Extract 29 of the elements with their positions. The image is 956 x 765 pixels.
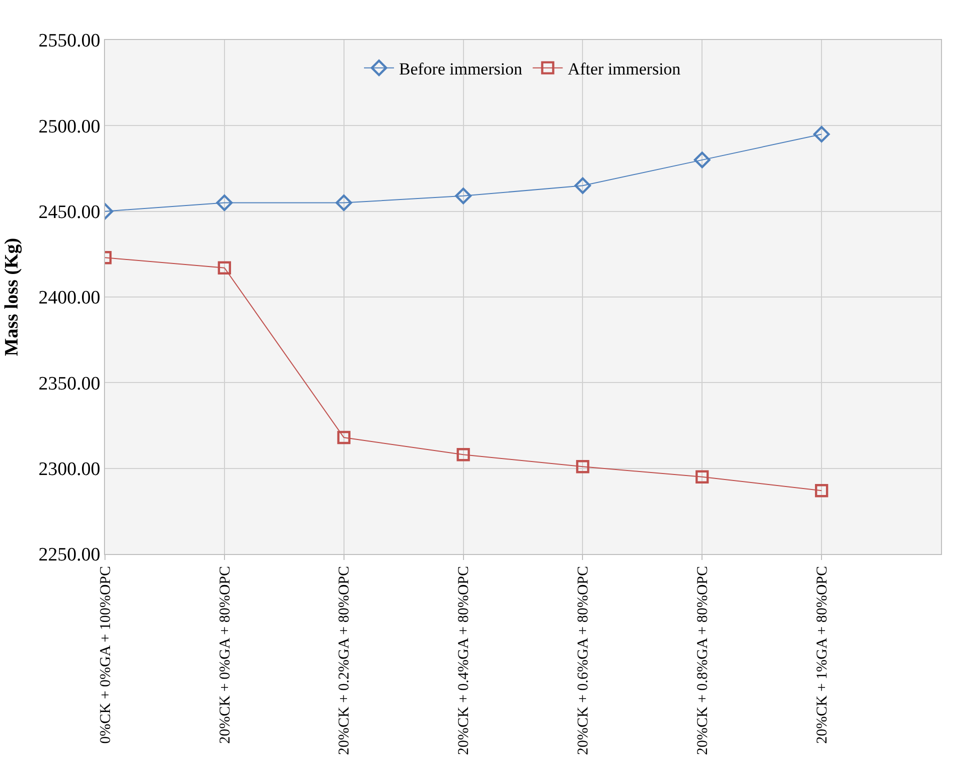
x-tick-label: 20%CK + 0.6%GA + 80%OPC — [576, 566, 592, 756]
y-tick-label: 2400.00 — [38, 288, 100, 309]
legend-label: After immersion — [568, 59, 682, 78]
point — [218, 261, 232, 274]
y-tick-label: 2500.00 — [38, 116, 100, 138]
point — [337, 430, 350, 444]
x-tick-label: 20%CK + 0.8%GA + 80%OPC — [695, 566, 712, 756]
y-tick-label: 2550.00 — [38, 30, 100, 52]
x-tick-label: 20%CK + 0.4%GA + 80%OPC — [456, 566, 472, 756]
point — [456, 448, 470, 462]
point — [216, 194, 233, 212]
y-tick-label: 2350.00 — [38, 373, 100, 394]
y-tick-label: 2250.00 — [38, 544, 100, 566]
point — [813, 126, 830, 142]
y-tick-label: 2450.00 — [38, 202, 100, 223]
y-tick-label: 2300.00 — [38, 458, 100, 480]
x-tick-label: 20%CK + 0.2%GA + 80%OPC — [336, 566, 353, 756]
y-axis-title: Mass loss (Kg) — [1, 238, 22, 356]
point — [814, 484, 828, 498]
point — [576, 460, 590, 474]
point — [455, 188, 472, 204]
legend-label: Before immersion — [399, 59, 523, 78]
point — [336, 194, 352, 212]
x-tick-label: 20%CK + 0%GA + 80%OPC — [217, 566, 234, 744]
point — [574, 177, 591, 194]
point — [694, 152, 710, 168]
x-tick-label: 20%CK + 1%GA + 80%OPC — [814, 566, 830, 744]
point — [696, 470, 709, 484]
x-tick-label: 0%CK + 0%GA + 100%OPC — [98, 566, 114, 744]
